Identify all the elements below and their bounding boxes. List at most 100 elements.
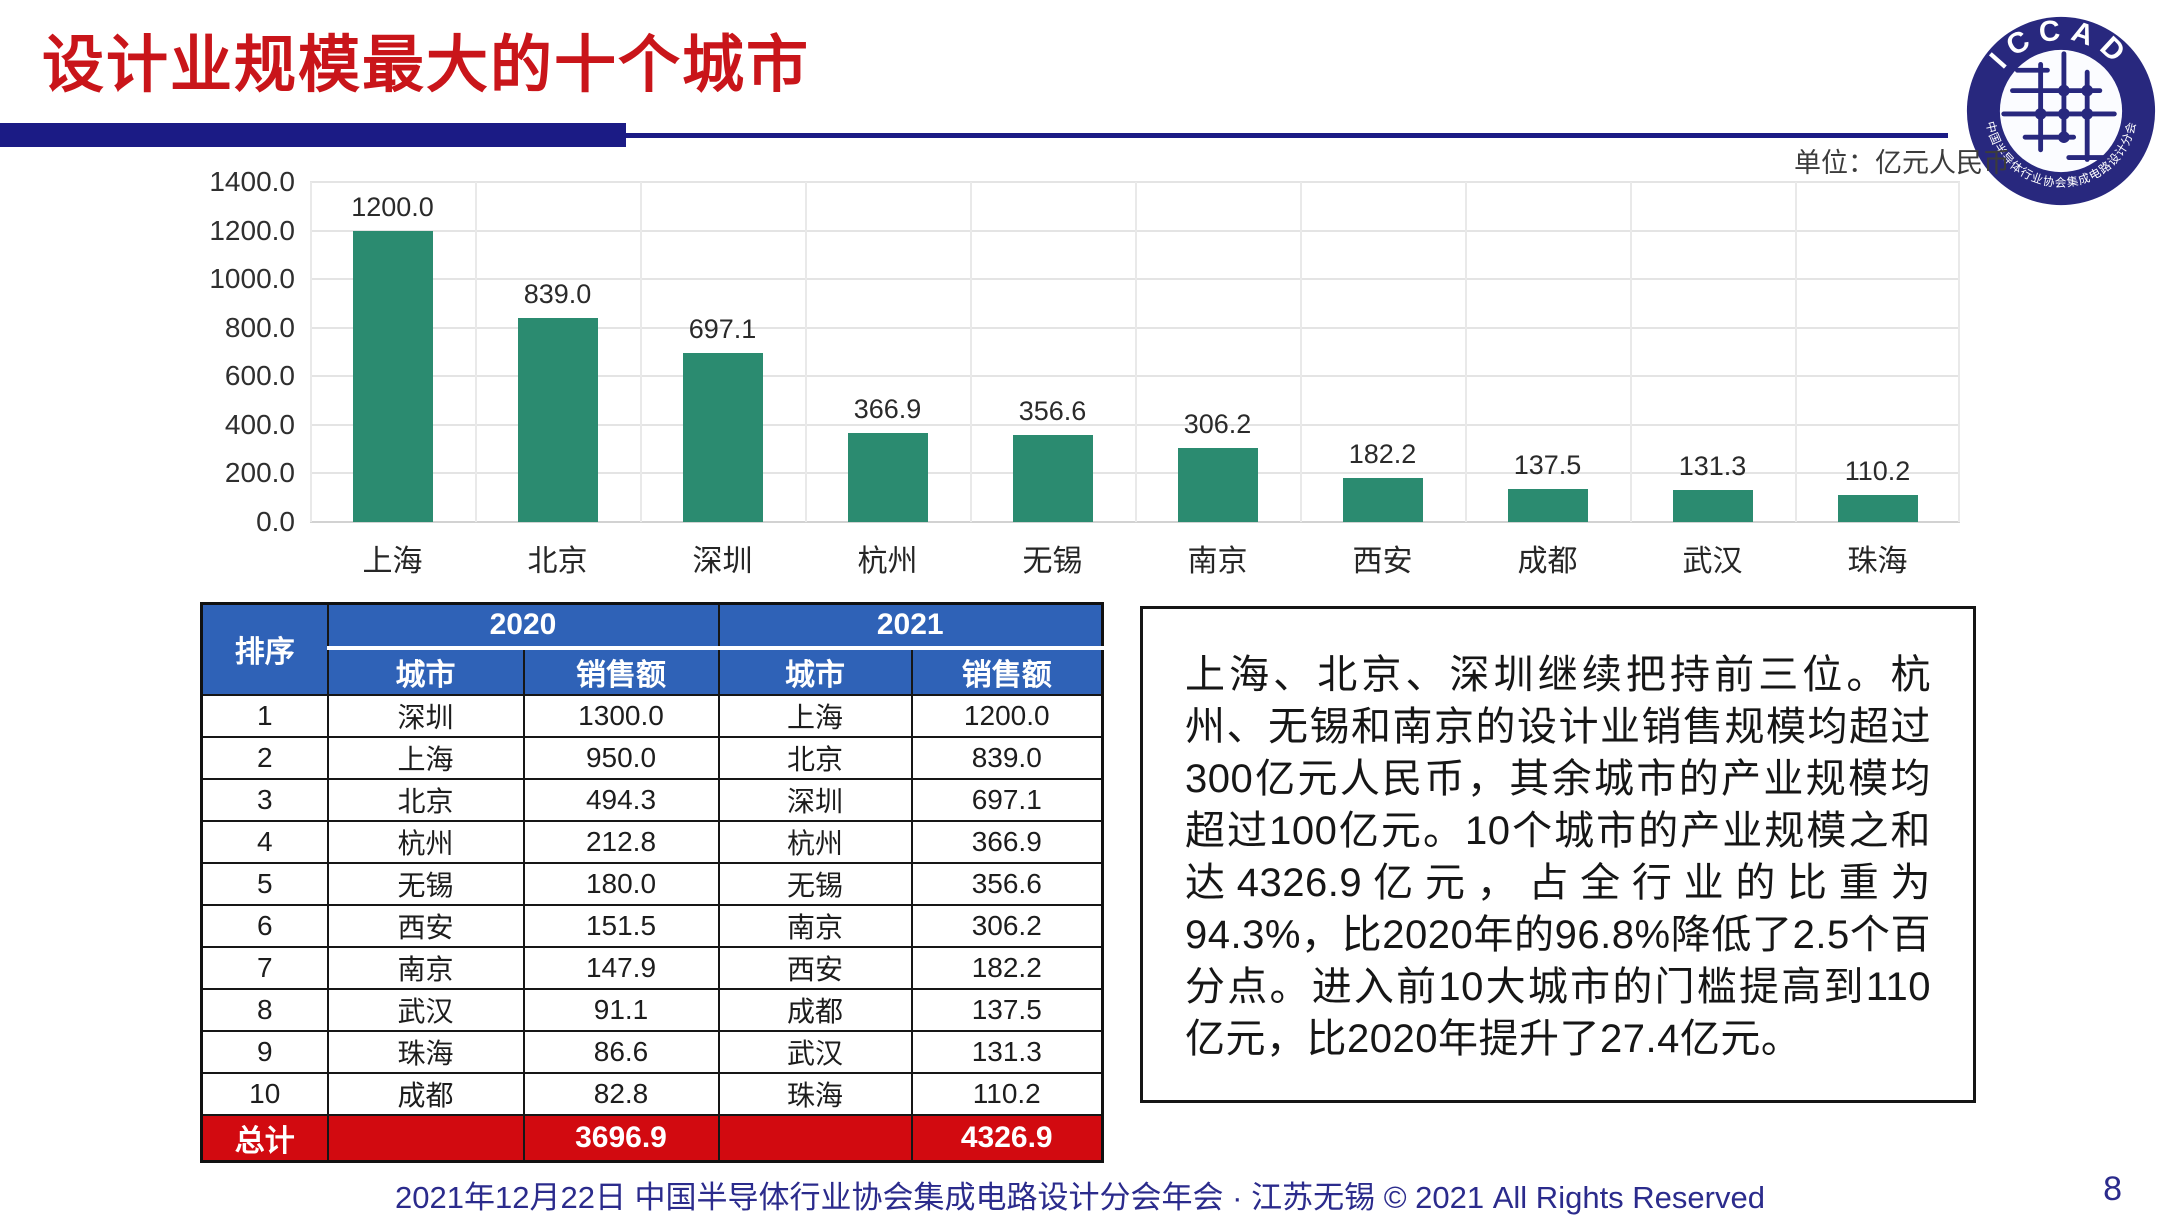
table-row: 6 西安 151.5 南京 306.2 [200, 903, 1104, 948]
rank-cell: 7 [200, 945, 329, 990]
rank-cell: 1 [200, 693, 329, 738]
rank-header-cell: 排序 [200, 602, 329, 696]
total-city-2021-empty [717, 1113, 913, 1162]
sales-2020-cell: 151.5 [522, 903, 720, 948]
bar-slot: 306.2 [1135, 182, 1300, 522]
vertical-gridline [475, 182, 477, 522]
rank-cell: 2 [200, 735, 329, 780]
year-header-2021: 2021 [717, 602, 1104, 649]
ranking-table-body: 1 深圳 1300.0 上海 1200.0 2 上海 950.0 北京 839.0 3 北京 494.3… [200, 693, 1104, 1162]
sales-2020-cell: 950.0 [522, 735, 720, 780]
city-2021-cell: 深圳 [717, 777, 913, 822]
city-2021-cell: 南京 [717, 903, 913, 948]
ranking-table: 排序 2020 2021 城市 销售额 城市 销售额 1 深圳 1300.0 上海 12… [200, 602, 1104, 1163]
y-axis-tick-label: 1400.0 [209, 166, 295, 197]
chart-bar [517, 318, 598, 522]
page-number: 8 [2103, 1170, 2122, 1208]
bar-slot: 697.1 [640, 182, 805, 522]
city-2020-cell: 杭州 [326, 819, 525, 864]
vertical-gridline [805, 182, 807, 522]
category-label: 珠海 [1847, 545, 1908, 578]
bar-value-label: 131.3 [1678, 451, 1747, 482]
category-label: 武汉 [1682, 545, 1743, 578]
category-label: 上海 [362, 545, 423, 578]
vertical-gridline [1630, 182, 1632, 522]
table-row: 3 北京 494.3 深圳 697.1 [200, 777, 1104, 822]
city-2021-cell: 武汉 [717, 1029, 913, 1074]
sales-header-2021: 销售额 [910, 645, 1104, 696]
table-row: 4 杭州 212.8 杭州 366.9 [200, 819, 1104, 864]
y-axis-tick-label: 200.0 [224, 457, 295, 489]
table-row: 1 深圳 1300.0 上海 1200.0 [200, 693, 1104, 738]
sales-2021-cell: 137.5 [910, 987, 1104, 1032]
chart-bar [1507, 488, 1588, 522]
bar-slot: 182.2 [1300, 182, 1465, 522]
table-row: 8 武汉 91.1 成都 137.5 [200, 987, 1104, 1032]
city-2021-cell: 北京 [717, 735, 913, 780]
category-label: 北京 [527, 545, 588, 578]
footer-text: 2021年12月22日 中国半导体行业协会集成电路设计分会年会 · 江苏无锡 ©… [395, 1180, 1765, 1215]
city-2020-cell: 珠海 [326, 1029, 525, 1074]
sales-2021-cell: 356.6 [910, 861, 1104, 906]
sales-2021-cell: 110.2 [910, 1071, 1104, 1116]
sales-2020-cell: 147.9 [522, 945, 720, 990]
table-row: 5 无锡 180.0 无锡 356.6 [200, 861, 1104, 906]
city-header-2020: 城市 [326, 645, 525, 696]
bar-slot: 110.2 [1795, 182, 1960, 522]
sales-2021-cell: 131.3 [910, 1029, 1104, 1074]
bar-value-label: 110.2 [1844, 456, 1911, 487]
city-2021-cell: 西安 [717, 945, 913, 990]
rank-cell: 3 [200, 777, 329, 822]
bar-value-label: 306.2 [1183, 408, 1252, 439]
iccad-logo: ICCAD 中国半导体行业协会集成电路设计分会 [1966, 14, 2156, 206]
city-header-2021: 城市 [717, 645, 913, 696]
sales-2020-cell: 91.1 [522, 987, 720, 1032]
chart-bar [682, 352, 763, 522]
table-row: 2 上海 950.0 北京 839.0 [200, 735, 1104, 780]
vertical-gridline [1300, 182, 1302, 522]
city-2020-cell: 深圳 [326, 693, 525, 738]
chart-bar [1012, 435, 1093, 522]
sales-2020-cell: 212.8 [522, 819, 720, 864]
sales-header-2020: 销售额 [522, 645, 720, 696]
y-axis-tick-label: 1200.0 [209, 214, 295, 246]
chart-bar [352, 230, 433, 522]
city-2021-cell: 珠海 [717, 1071, 913, 1116]
sales-2021-cell: 306.2 [910, 903, 1104, 948]
y-axis-tick-label: 800.0 [224, 311, 295, 343]
total-row: 总计 3696.9 4326.9 [200, 1113, 1104, 1162]
bar-slot: 839.0 [475, 182, 640, 522]
bar-slot: 131.3 [1630, 182, 1795, 522]
category-label: 深圳 [692, 545, 753, 578]
rank-cell: 10 [200, 1071, 329, 1116]
chart-bar [1177, 447, 1258, 522]
logo-circuit-dots [2034, 84, 2094, 144]
total-sales-2021: 4326.9 [910, 1113, 1104, 1162]
bar-value-label: 839.0 [523, 279, 592, 310]
chart-bar [1342, 477, 1423, 522]
city-2020-cell: 北京 [326, 777, 525, 822]
category-label: 南京 [1187, 545, 1248, 578]
y-axis: 1400.0 1200.0 1000.0 800.0 600.0 400.0 200.0 0.… [180, 167, 295, 537]
bar-value-label: 356.6 [1018, 396, 1087, 427]
commentary-text: 上海、北京、深圳继续把持前三位。杭州、无锡和南京的设计业销售规模均超过300亿元… [1185, 653, 1931, 1061]
sales-2020-cell: 494.3 [522, 777, 720, 822]
chart-bar [1672, 490, 1753, 522]
y-axis-tick-label: 600.0 [224, 360, 295, 392]
y-axis-tick-label: 1000.0 [209, 263, 295, 295]
table-row: 9 珠海 86.6 武汉 131.3 [200, 1029, 1104, 1074]
sales-2021-cell: 366.9 [910, 819, 1104, 864]
rank-cell: 8 [200, 987, 329, 1032]
vertical-gridline [1135, 182, 1137, 522]
sales-2020-cell: 180.0 [522, 861, 720, 906]
vertical-gridline [640, 182, 642, 522]
rank-cell: 4 [200, 819, 329, 864]
sales-2021-cell: 697.1 [910, 777, 1104, 822]
vertical-gridline [1958, 182, 1960, 522]
category-label: 成都 [1517, 545, 1578, 578]
city-2021-cell: 成都 [717, 987, 913, 1032]
horizontal-gridline [310, 521, 1960, 523]
slide-title: 设计业规模最大的十个城市 [42, 31, 811, 100]
rank-cell: 9 [200, 1029, 329, 1074]
sales-2021-cell: 839.0 [910, 735, 1104, 780]
